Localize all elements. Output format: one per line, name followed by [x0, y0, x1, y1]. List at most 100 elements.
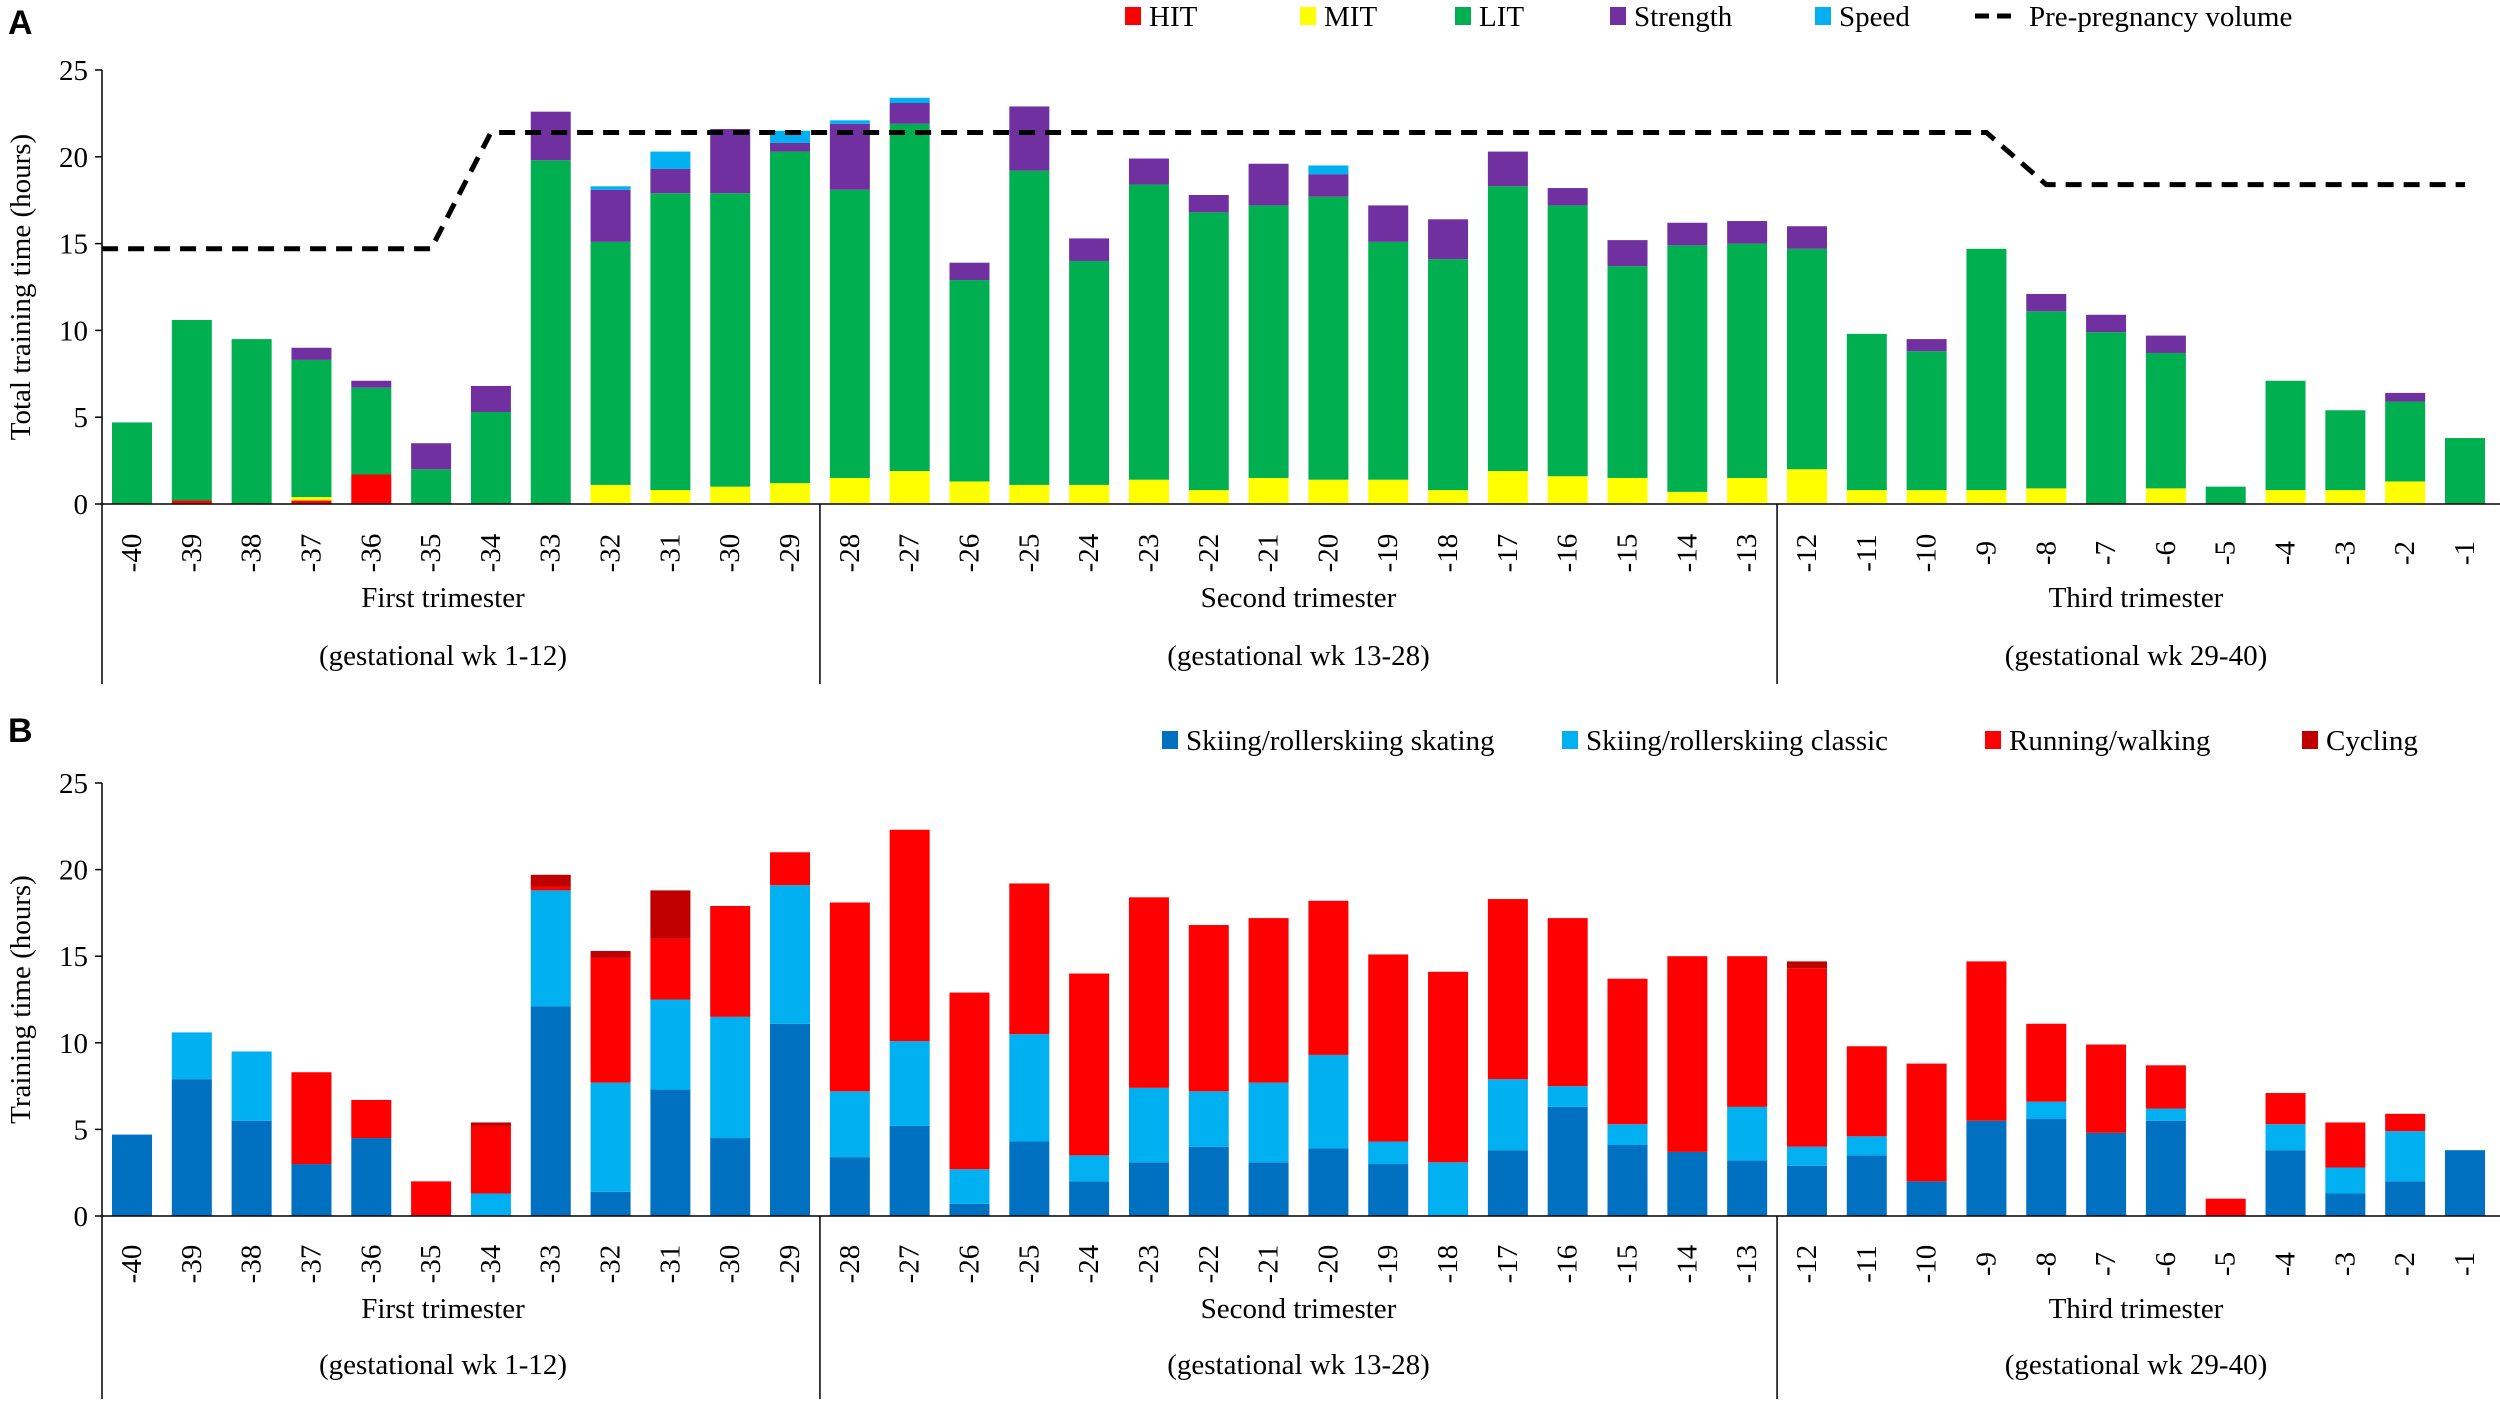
bar-skiing-rollerskiing-skating-wk-3 [2325, 1193, 2366, 1216]
bar-lit-wk-32 [590, 241, 631, 485]
bar-lit-wk-26 [949, 280, 990, 482]
bar-lit-wk-39 [171, 319, 212, 501]
y-tick-label: 20 [59, 142, 88, 174]
x-tick-label: -8 [2030, 541, 2062, 565]
bar-lit-wk-40 [112, 422, 152, 504]
x-tick-label: -16 [1552, 534, 1584, 573]
trimester-range-label: (gestational wk 13-28) [1167, 640, 1430, 672]
x-tick-label: -33 [535, 534, 567, 573]
bar-skiing-rollerskiing-skating-wk-28 [829, 1157, 870, 1216]
bar-strength-wk-16 [1547, 188, 1588, 206]
y-tick-label: 5 [74, 402, 89, 434]
bar-lit-wk-31 [650, 193, 691, 491]
x-tick-label: -21 [1253, 534, 1285, 573]
bar-lit-wk-35 [411, 469, 452, 504]
x-tick-label: -1 [2449, 1252, 2481, 1276]
bar-skiing-rollerskiing-skating-wk-10 [1906, 1181, 1947, 1216]
bar-skiing-rollerskiing-classic-wk-8 [2026, 1101, 2067, 1120]
bar-mit-wk-21 [1248, 477, 1289, 504]
bar-skiing-rollerskiing-skating-wk-33 [530, 1006, 571, 1216]
bar-skiing-rollerskiing-skating-wk-37 [291, 1164, 332, 1216]
bar-skiing-rollerskiing-classic-wk-25 [1009, 1034, 1050, 1142]
bar-skiing-rollerskiing-skating-wk-22 [1188, 1146, 1229, 1216]
bar-lit-wk-2 [2385, 401, 2426, 482]
x-tick-label: -22 [1193, 1245, 1225, 1284]
bar-running-walking-wk-4 [2265, 1093, 2306, 1125]
bar-mit-wk-14 [1667, 491, 1708, 504]
bar-skiing-rollerskiing-skating-wk-2 [2385, 1181, 2426, 1216]
legend: HIT MIT LIT Strength Speed Pre-pregnancy volu… [1125, 1, 2292, 33]
bar-running-walking-wk-19 [1368, 954, 1409, 1142]
bar-mit-wk-3 [2325, 490, 2366, 504]
x-tick-label: -25 [1013, 534, 1045, 573]
bar-mit-wk-11 [1846, 490, 1887, 504]
x-tick-label: -29 [774, 1245, 806, 1284]
x-tick-label: -6 [2150, 541, 2182, 565]
bar-skiing-rollerskiing-classic-wk-32 [590, 1082, 631, 1192]
legend-swatch [1815, 7, 1831, 25]
bar-lit-wk-28 [829, 189, 870, 478]
bar-running-walking-wk-28 [829, 902, 870, 1092]
bar-lit-wk-14 [1667, 245, 1708, 492]
bar-skiing-rollerskiing-skating-wk-30 [710, 1138, 751, 1216]
panel-label: B [8, 712, 33, 750]
x-tick-label: -3 [2329, 541, 2361, 565]
bar-skiing-rollerskiing-classic-wk-30 [710, 1016, 751, 1139]
x-tick-label: -40 [116, 534, 148, 573]
legend-label: Speed [1839, 1, 1910, 33]
bar-skiing-rollerskiing-classic-wk-22 [1188, 1091, 1229, 1147]
bar-strength-wk-29 [770, 142, 811, 152]
bar-strength-wk-10 [1906, 339, 1947, 352]
bar-cycling-wk-32 [590, 951, 631, 958]
bar-skiing-rollerskiing-skating-wk-27 [889, 1125, 930, 1216]
x-tick-label: -5 [2210, 1252, 2242, 1276]
x-tick-label: -10 [1911, 534, 1943, 573]
x-tick-label: -28 [834, 1245, 866, 1284]
bar-skiing-rollerskiing-classic-wk-38 [231, 1051, 272, 1121]
bar-skiing-rollerskiing-classic-wk-6 [2145, 1108, 2186, 1121]
bar-skiing-rollerskiing-classic-wk-39 [171, 1032, 212, 1080]
bar-lit-wk-11 [1846, 333, 1887, 491]
bar-skiing-rollerskiing-classic-wk-33 [530, 890, 571, 1007]
bar-running-walking-wk-12 [1786, 968, 1827, 1147]
bar-mit-wk-28 [829, 477, 870, 504]
bar-skiing-rollerskiing-classic-wk-3 [2325, 1167, 2366, 1194]
x-tick-label: -34 [475, 1244, 507, 1283]
bar-mit-wk-29 [770, 483, 811, 504]
bar-running-walking-wk-16 [1547, 918, 1588, 1087]
bar-skiing-rollerskiing-classic-wk-29 [770, 885, 811, 1024]
bar-skiing-rollerskiing-classic-wk-23 [1128, 1087, 1169, 1163]
x-tick-label: -2 [2389, 541, 2421, 565]
x-tick-label: -15 [1612, 534, 1644, 573]
bar-mit-wk-37 [291, 497, 332, 501]
bar-skiing-rollerskiing-skating-wk-12 [1786, 1165, 1827, 1216]
bar-lit-wk-23 [1128, 184, 1169, 480]
panel-label: A [8, 4, 33, 42]
bar-strength-wk-37 [291, 347, 332, 360]
bar-lit-wk-30 [710, 193, 751, 487]
legend-swatch [1985, 731, 2001, 749]
bar-mit-wk-26 [949, 481, 990, 504]
bar-running-walking-wk-33 [530, 886, 571, 891]
bar-skiing-rollerskiing-classic-wk-24 [1069, 1155, 1110, 1182]
bar-running-walking-wk-7 [2086, 1044, 2127, 1133]
bar-strength-wk-2 [2385, 392, 2426, 402]
bar-skiing-rollerskiing-skating-wk-40 [112, 1134, 152, 1216]
x-tick-label: -14 [1671, 533, 1703, 572]
y-tick-label: 10 [59, 1028, 88, 1060]
bar-skiing-rollerskiing-classic-wk-26 [949, 1169, 990, 1204]
x-tick-label: -9 [1970, 1252, 2002, 1276]
bar-running-walking-wk-26 [949, 992, 990, 1170]
trimester-label: First trimester [361, 582, 525, 614]
bar-skiing-rollerskiing-classic-wk-11 [1846, 1136, 1887, 1156]
x-tick-label: -6 [2150, 1252, 2182, 1276]
bar-skiing-rollerskiing-skating-wk-36 [351, 1138, 392, 1216]
bar-cycling-wk-31 [650, 890, 691, 939]
x-tick-label: -30 [714, 534, 746, 573]
bar-strength-wk-23 [1128, 158, 1169, 185]
bar-lit-wk-15 [1607, 266, 1648, 478]
bar-running-walking-wk-21 [1248, 918, 1289, 1083]
y-tick-label: 0 [74, 1201, 89, 1233]
bar-running-walking-wk-8 [2026, 1023, 2067, 1102]
x-tick-label: -11 [1851, 1245, 1883, 1283]
